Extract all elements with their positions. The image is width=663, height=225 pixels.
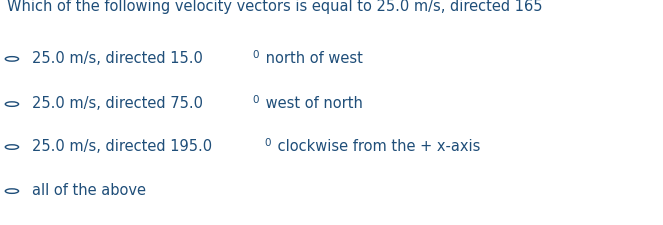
Text: 0: 0 — [265, 137, 271, 147]
Text: west of north: west of north — [261, 96, 363, 111]
Text: 25.0 m/s, directed 15.0: 25.0 m/s, directed 15.0 — [32, 51, 203, 66]
Text: 25.0 m/s, directed 75.0: 25.0 m/s, directed 75.0 — [32, 96, 203, 111]
Text: all of the above: all of the above — [32, 183, 146, 198]
Text: north of west: north of west — [261, 51, 363, 66]
Text: 25.0 m/s, directed 195.0: 25.0 m/s, directed 195.0 — [32, 139, 212, 154]
Text: 0: 0 — [253, 94, 259, 104]
Text: 0: 0 — [253, 50, 259, 59]
Text: Which of the following velocity vectors is equal to 25.0 m/s, directed 165: Which of the following velocity vectors … — [7, 0, 542, 14]
Text: clockwise from the + x-axis: clockwise from the + x-axis — [272, 139, 480, 154]
